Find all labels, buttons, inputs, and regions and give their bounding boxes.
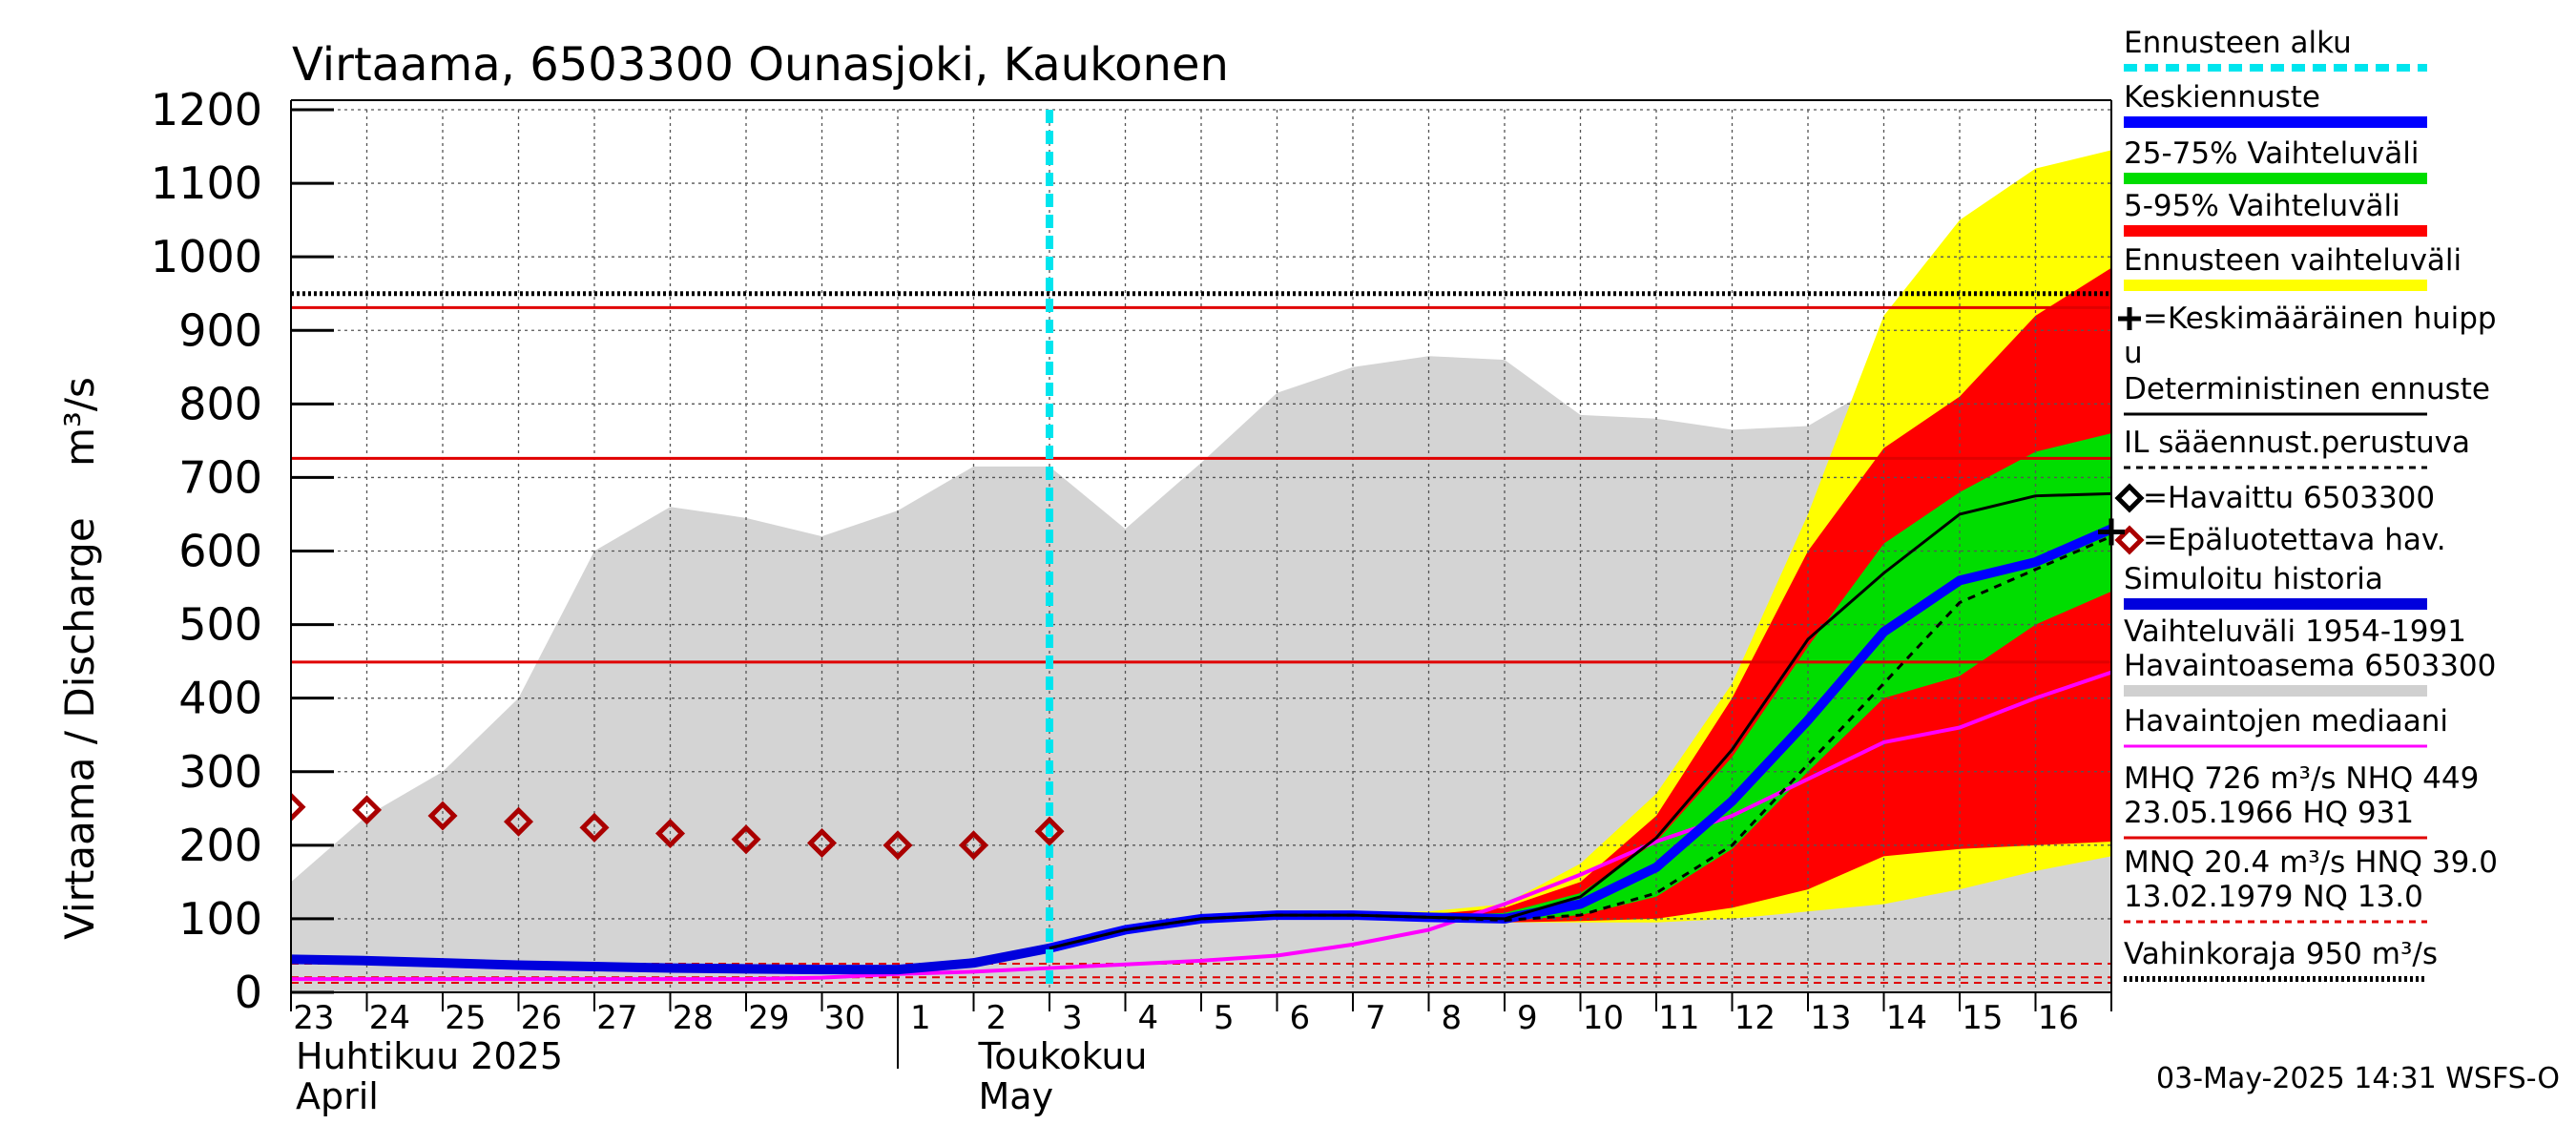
observation-point (958, 830, 989, 861)
observation-point (579, 812, 610, 843)
x-tick-label: 6 (1290, 999, 1311, 1037)
series-deterministic-line (1049, 491, 2111, 950)
y-axis-label: Virtaama / Discharge m³/s (56, 377, 103, 940)
y-tick-label: 500 (178, 599, 262, 651)
legend-label: Deterministinen ennuste (2124, 372, 2490, 406)
observation-point (351, 795, 383, 825)
observation-point (654, 818, 686, 849)
legend: Ennusteen alku Keskiennuste 25-75% Vaihtel… (2114, 26, 2498, 982)
x-tick-label: 29 (748, 999, 789, 1037)
legend-label-line2: Havaintoasema 6503300 (2124, 649, 2496, 683)
x-tick-label: 10 (1583, 999, 1624, 1037)
legend-label: 25-75% Vaihteluväli (2124, 136, 2420, 171)
y-tick-label: 1100 (151, 157, 262, 209)
month-label-en: April (296, 1075, 379, 1117)
legend-label: MNQ 20.4 m³/s HNQ 39.0 (2124, 845, 2498, 880)
observation-point (731, 824, 761, 855)
x-tick-label: 28 (673, 999, 714, 1037)
x-tick-label: 27 (596, 999, 637, 1037)
x-tick-label: 15 (1962, 999, 2003, 1037)
chart-title: Virtaama, 6503300 Ounasjoki, Kaukonen (292, 38, 1229, 92)
x-tick-label: 12 (1735, 999, 1776, 1037)
y-tick-label: 400 (178, 673, 262, 724)
observation-point (883, 830, 913, 861)
legend-label-line2: 13.02.1979 NQ 13.0 (2124, 880, 2423, 914)
legend-label: Keskiennuste (2124, 80, 2320, 114)
y-tick-label: 300 (178, 746, 262, 798)
legend-label: =Keskimääräinen huipp (2143, 302, 2497, 336)
legend-label: IL sääennust.perustuva (2124, 426, 2470, 460)
x-tick-label: 30 (824, 999, 865, 1037)
y-tick-label: 0 (235, 967, 262, 1018)
x-tick-label: 8 (1442, 999, 1463, 1037)
series-il-weather-line (1049, 534, 2111, 950)
series-median-line (291, 670, 2111, 982)
x-tick-label: 25 (445, 999, 486, 1037)
x-tick-label: 13 (1810, 999, 1851, 1037)
month-label-fi: Toukokuu (978, 1035, 1148, 1077)
legend-label: Havaintojen mediaani (2124, 704, 2448, 739)
legend-label: Simuloitu historia (2124, 562, 2383, 596)
x-tick-label: 7 (1365, 999, 1386, 1037)
observation-point (503, 806, 534, 837)
plot-area (291, 109, 2111, 992)
observation-point (291, 792, 306, 822)
legend-label: =Havaittu 6503300 (2143, 481, 2435, 515)
legend-label: Vaihteluväli 1954-1991 (2124, 614, 2466, 649)
y-tick-label: 1000 (151, 231, 262, 282)
footer-timestamp: 03-May-2025 14:31 WSFS-O (2156, 1062, 2560, 1095)
legend-label: 5-95% Vaihteluväli (2124, 189, 2400, 223)
month-label-fi: Huhtikuu 2025 (296, 1035, 563, 1077)
x-tick-label: 11 (1658, 999, 1699, 1037)
legend-label: Vahinkoraja 950 m³/s (2124, 937, 2438, 971)
x-tick-label: 9 (1517, 999, 1538, 1037)
x-tick-label: 23 (293, 999, 334, 1037)
series-simulated-history-line (291, 943, 1050, 975)
legend-label: Ennusteen alku (2124, 26, 2352, 60)
band-25-75-vaihteluv-li (1049, 433, 2111, 948)
observation-point (427, 801, 458, 831)
legend-label: Ennusteen vaihteluväli (2124, 243, 2462, 278)
x-tick-label: 16 (2038, 999, 2079, 1037)
x-tick-label: 14 (1886, 999, 1927, 1037)
axes: 0 100 200 300 400 500 600 700 800 900 1000 1100 1200… (151, 84, 2112, 1117)
legend-label: =Epäluotettava hav. (2143, 523, 2446, 557)
x-tick-label: 5 (1214, 999, 1235, 1037)
x-tick-label: 1 (910, 999, 931, 1037)
y-tick-label: 700 (178, 451, 262, 503)
legend-label-line2: 23.05.1966 HQ 931 (2124, 796, 2414, 830)
legend-swatch (2114, 483, 2145, 513)
y-tick-label: 900 (178, 304, 262, 356)
y-tick-label: 100 (178, 893, 262, 945)
observation-point (1034, 816, 1065, 846)
x-tick-label: 4 (1138, 999, 1159, 1037)
x-tick-label: 26 (521, 999, 562, 1037)
y-tick-label: 1200 (151, 84, 262, 135)
legend-swatch (2118, 307, 2141, 330)
x-tick-label: 3 (1062, 999, 1083, 1037)
x-tick-label: 2 (987, 999, 1008, 1037)
legend-swatch (2114, 525, 2145, 555)
x-tick-label: 24 (369, 999, 410, 1037)
legend-label: MHQ 726 m³/s NHQ 449 (2124, 761, 2479, 796)
y-tick-label: 600 (178, 526, 262, 577)
y-tick-label: 200 (178, 820, 262, 871)
y-tick-label: 800 (178, 378, 262, 429)
band-5-95-vaihteluv-li (1049, 267, 2111, 948)
observation-point (806, 827, 838, 859)
month-label-en: May (979, 1075, 1054, 1117)
legend-label-line2: u (2124, 336, 2143, 370)
